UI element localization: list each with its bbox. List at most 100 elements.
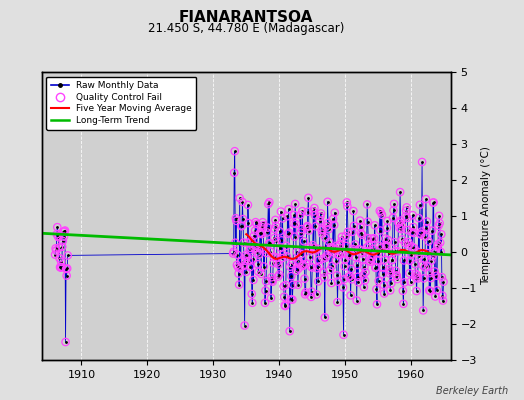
Point [266,248,275,255]
Point [332,258,340,264]
Point [412,288,421,294]
Point [313,246,322,252]
Point [424,263,432,270]
Point [318,230,326,237]
Point [432,272,441,279]
Point [390,201,398,207]
Point [316,213,325,220]
Point [364,218,372,225]
Point [291,221,300,227]
Point [353,262,362,268]
Point [362,248,370,254]
Point [60,234,68,240]
Point [303,208,312,215]
Point [361,277,369,284]
Point [391,268,400,274]
Point [320,274,329,281]
Point [305,228,313,234]
Point [328,280,336,286]
Point [274,255,282,261]
Point [435,213,443,219]
Point [291,201,299,207]
Point [323,252,331,258]
Point [387,280,396,287]
Point [334,278,342,285]
Point [401,240,409,246]
Point [324,220,332,226]
Point [307,294,315,300]
Point [382,244,390,250]
Point [61,227,69,234]
Point [60,228,69,234]
Point [429,200,437,206]
Point [277,208,285,215]
Point [413,272,421,278]
Point [359,284,368,290]
Point [388,257,396,264]
Point [334,252,343,258]
Point [245,247,254,254]
Point [241,258,249,264]
Point [312,247,320,254]
Point [259,222,267,228]
Point [376,227,385,234]
Point [331,246,340,252]
Point [321,314,329,321]
Point [335,242,344,248]
Point [300,276,309,282]
Point [381,242,390,248]
Point [277,237,286,244]
Point [431,293,440,300]
Point [374,250,383,256]
Point [392,273,400,279]
Point [243,240,252,246]
Point [53,233,62,239]
Point [385,266,394,272]
Point [51,245,60,252]
Point [363,201,372,208]
Point [314,278,322,285]
Point [370,235,378,242]
Point [308,264,316,271]
Point [433,287,441,294]
Point [436,240,444,246]
Point [420,256,429,262]
Point [415,253,423,260]
Point [275,271,283,278]
Point [419,307,428,314]
Point [247,237,255,244]
Point [235,282,243,288]
Point [258,219,267,226]
Point [329,245,337,251]
Point [374,258,382,264]
Point [403,227,412,233]
Point [357,250,366,257]
Point [238,199,247,205]
Point [436,249,445,255]
Point [401,213,410,220]
Point [378,212,386,218]
Point [430,249,439,255]
Point [309,208,318,215]
Point [367,236,376,242]
Point [337,234,346,240]
Point [409,224,418,230]
Point [272,222,280,229]
Point [323,198,332,205]
Point [370,222,379,228]
Point [56,255,64,262]
Point [273,259,281,266]
Point [271,217,280,223]
Point [396,225,404,231]
Point [278,255,286,261]
Point [372,286,380,292]
Point [244,220,253,226]
Point [333,272,341,278]
Point [299,262,308,268]
Text: Berkeley Earth: Berkeley Earth [436,386,508,396]
Point [398,236,407,242]
Point [368,255,376,261]
Point [386,270,394,277]
Point [384,237,392,243]
Point [275,261,283,268]
